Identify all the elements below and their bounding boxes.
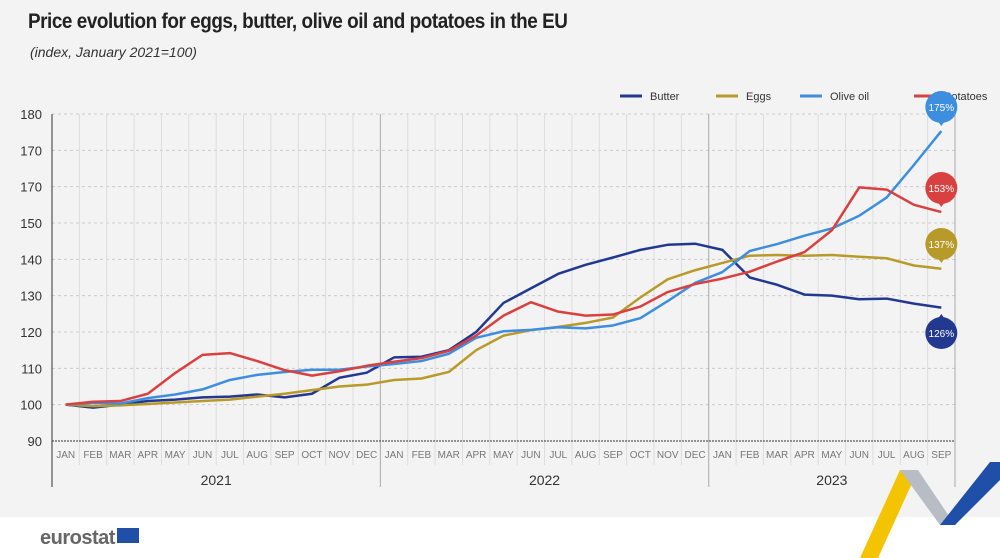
chart-subtitle: (index, January 2021=100) <box>30 44 197 60</box>
legend-label: Olive oil <box>830 91 869 103</box>
chart-panel <box>0 0 1000 517</box>
x-tick-label: OCT <box>630 450 651 461</box>
y-tick-label: 120 <box>20 325 42 340</box>
x-tick-label: SEP <box>931 450 951 461</box>
x-tick-label: AUG <box>246 450 268 461</box>
y-tick-label: 180 <box>20 107 42 122</box>
x-tick-label: AUG <box>903 450 925 461</box>
x-tick-label: MAY <box>493 450 514 461</box>
x-tick-label: FEB <box>412 450 432 461</box>
x-tick-label: JUL <box>878 450 896 461</box>
x-tick-label: APR <box>466 450 487 461</box>
eurostat-logo: eurostat <box>40 527 139 550</box>
x-tick-label: JUL <box>549 450 567 461</box>
x-tick-label: OCT <box>301 450 322 461</box>
year-label: 2022 <box>529 472 560 488</box>
year-label: 2021 <box>201 472 232 488</box>
eu-flag-icon <box>116 528 139 543</box>
x-tick-label: JUN <box>850 450 869 461</box>
x-tick-label: NOV <box>328 450 350 461</box>
x-tick-label: MAR <box>109 450 131 461</box>
x-tick-label: APR <box>794 450 815 461</box>
decor-blue <box>940 462 1000 525</box>
legend-label: Butter <box>650 91 680 103</box>
end-value-badge <box>925 172 958 204</box>
x-tick-label: MAY <box>821 450 842 461</box>
chart-title: Price evolution for eggs, butter, olive … <box>28 10 568 33</box>
x-tick-label: MAY <box>165 450 186 461</box>
x-tick-label: FEB <box>83 450 103 461</box>
x-tick-label: JUN <box>193 450 212 461</box>
y-tick-label: 170 <box>20 143 42 158</box>
end-value-label: 126% <box>929 329 955 340</box>
y-tick-label: 140 <box>20 252 42 267</box>
series-line-butter <box>65 242 942 409</box>
decor-yellow <box>860 470 918 558</box>
end-value-badge <box>925 91 958 123</box>
y-tick-label: 170 <box>20 180 42 195</box>
x-tick-label: JAN <box>713 450 732 461</box>
y-tick-label: 100 <box>20 398 42 413</box>
x-tick-label: AUG <box>575 450 597 461</box>
decor-gray <box>900 470 955 525</box>
x-tick-label: MAR <box>766 450 788 461</box>
x-tick-label: JAN <box>385 450 404 461</box>
series-line-olive-oil <box>65 130 943 406</box>
end-value-label: 175% <box>929 103 955 114</box>
year-label: 2023 <box>816 472 847 488</box>
x-tick-label: DEC <box>356 450 377 461</box>
x-tick-label: JAN <box>56 450 75 461</box>
x-tick-label: SEP <box>275 450 295 461</box>
x-tick-label: MAR <box>438 450 460 461</box>
x-tick-label: JUN <box>521 450 540 461</box>
x-tick-label: DEC <box>684 450 705 461</box>
y-tick-label: 150 <box>20 216 42 231</box>
logo-text: eurostat <box>40 527 115 549</box>
x-tick-label: NOV <box>657 450 679 461</box>
x-tick-label: JUL <box>221 450 239 461</box>
end-value-label: 137% <box>929 240 955 251</box>
y-tick-label: 110 <box>21 361 42 376</box>
x-tick-label: SEP <box>603 450 623 461</box>
legend-label: Eggs <box>746 91 772 103</box>
end-value-label: 153% <box>929 184 955 195</box>
x-tick-label: APR <box>137 450 158 461</box>
end-value-badge <box>925 317 958 349</box>
series-line-potatoes <box>65 186 942 406</box>
y-tick-label: 90 <box>28 434 42 449</box>
x-tick-label: FEB <box>740 450 760 461</box>
end-value-badge <box>925 228 958 260</box>
y-tick-label: 130 <box>20 289 42 304</box>
